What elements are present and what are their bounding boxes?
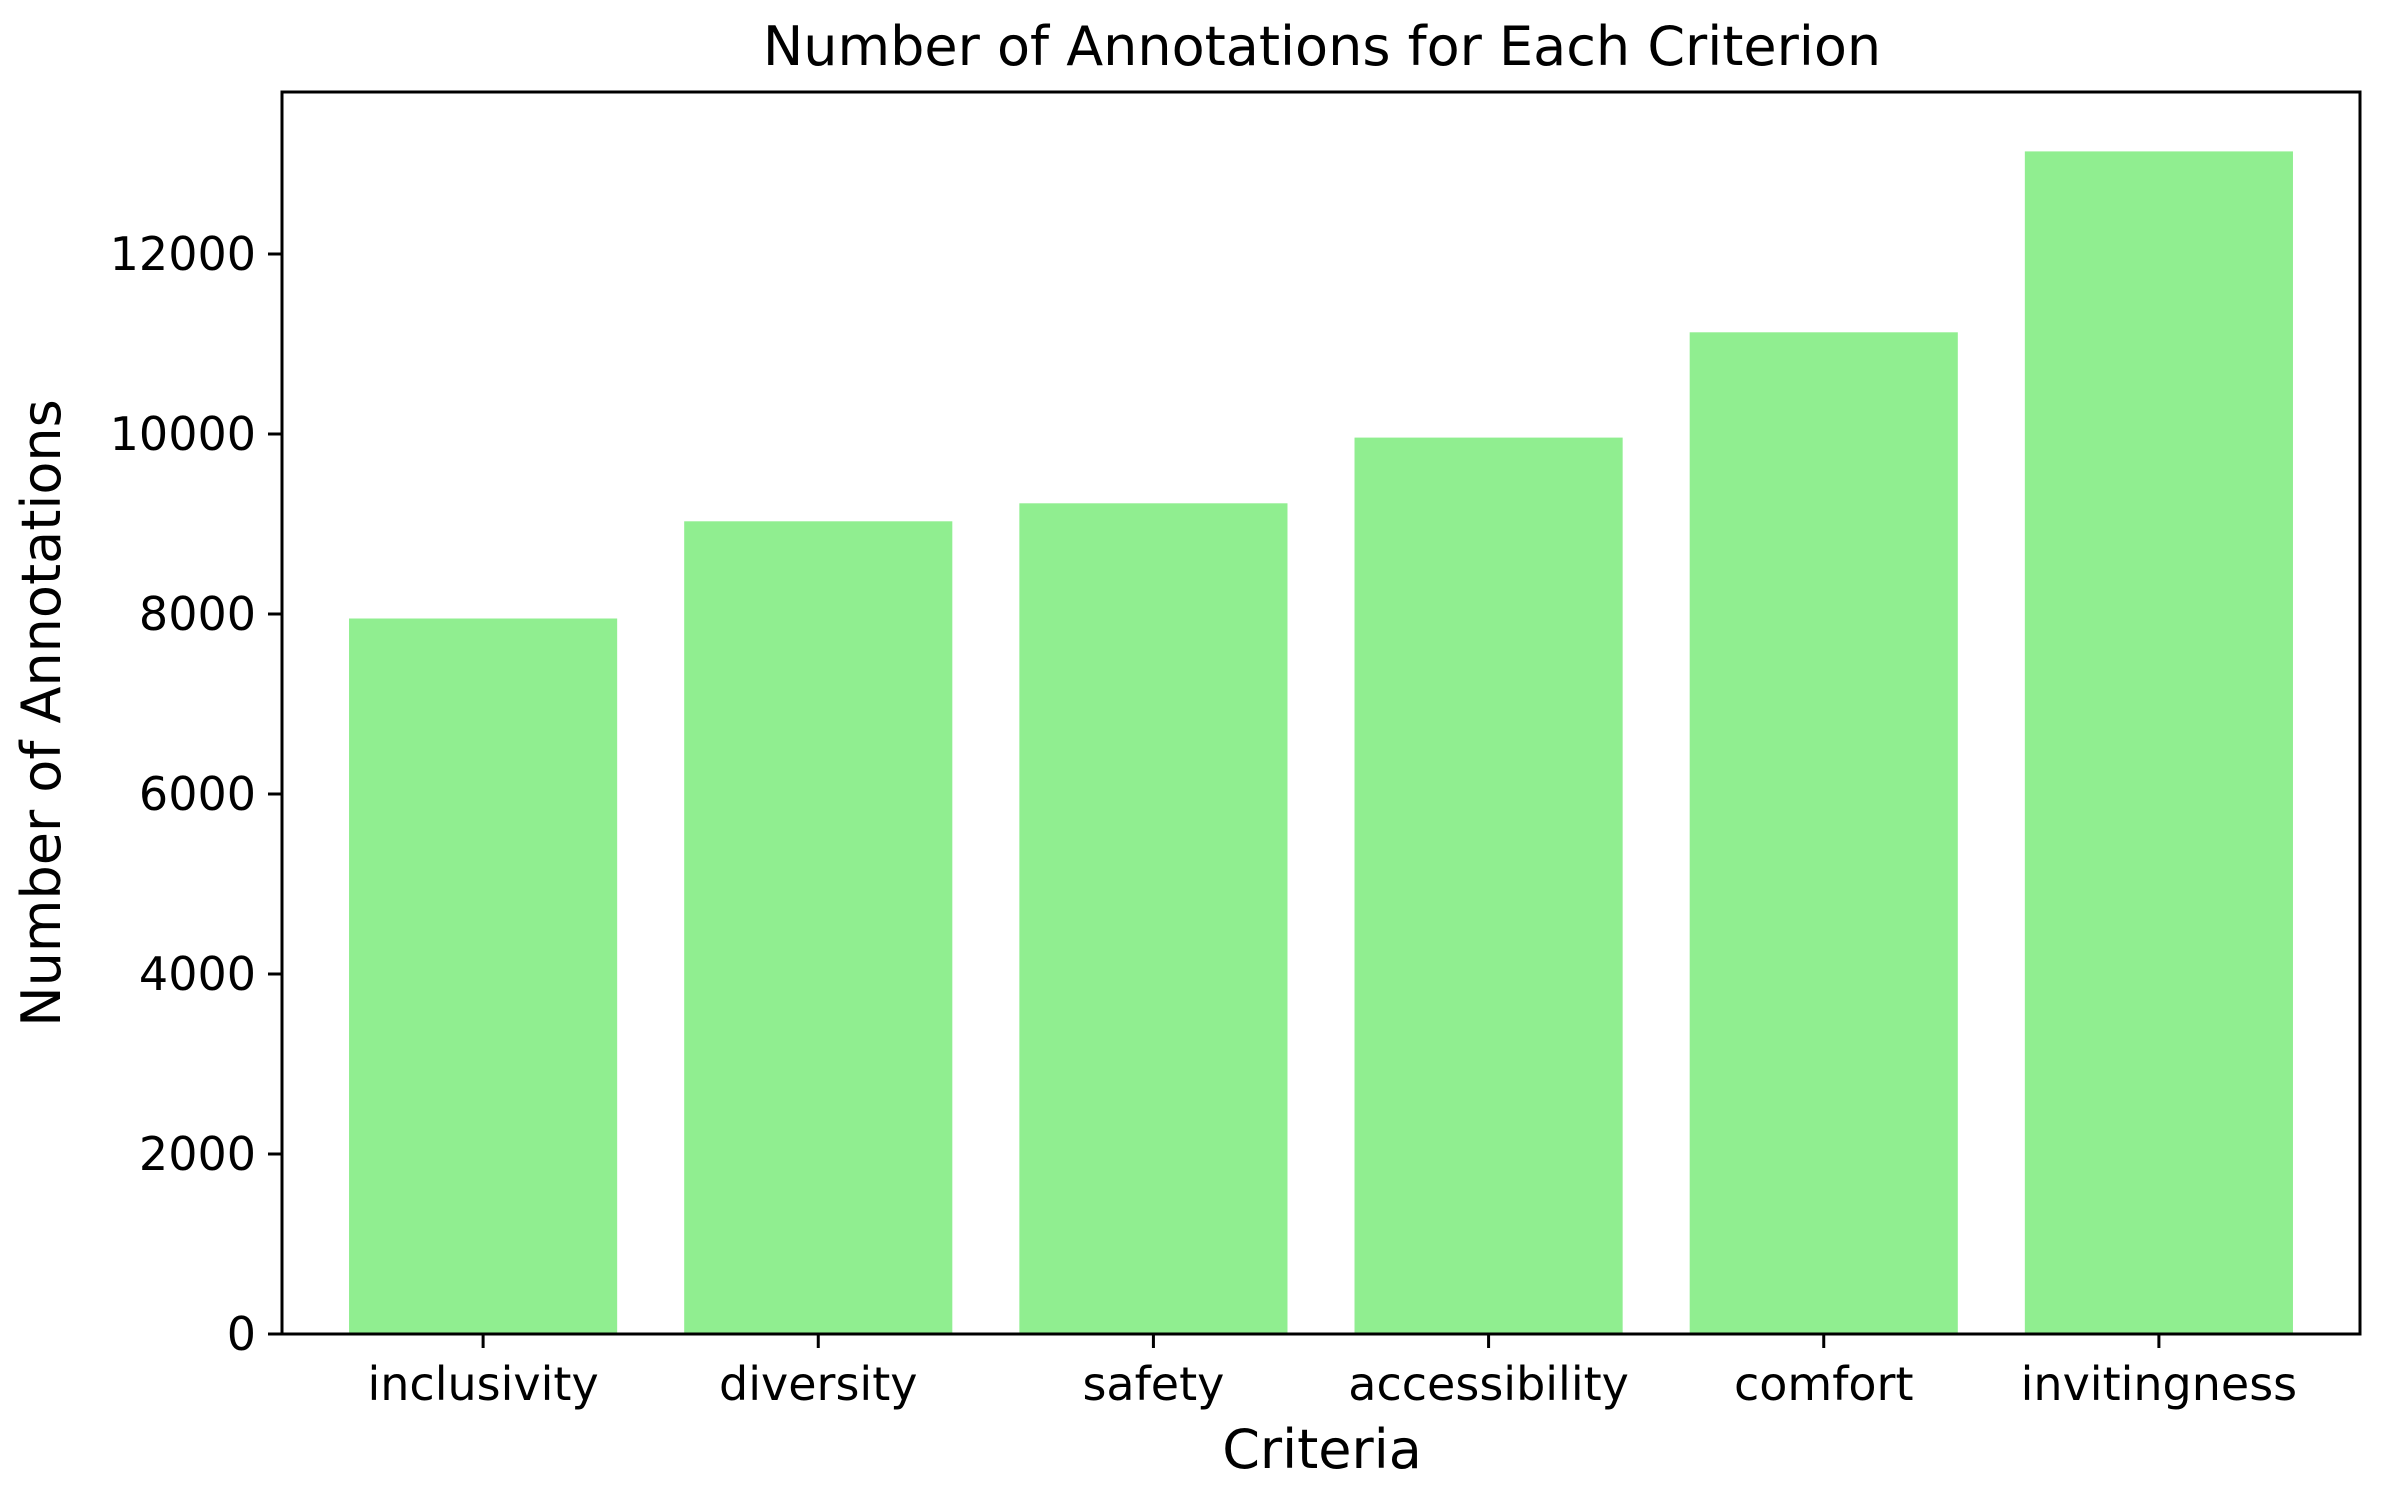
bars-layer xyxy=(349,151,2293,1335)
bar-safety xyxy=(1019,503,1288,1334)
bar-inclusivity xyxy=(349,618,618,1334)
y-tick-label: 6000 xyxy=(139,767,256,821)
bar-accessibility xyxy=(1354,437,1623,1335)
y-tick-label: 4000 xyxy=(139,947,256,1001)
chart-title: Number of Annotations for Each Criterion xyxy=(763,15,1881,78)
y-axis-ticks: 0 2000 4000 6000 8000 10000 12000 xyxy=(110,227,282,1361)
bar-invitingness xyxy=(2024,151,2293,1334)
x-tick-label-inclusivity: inclusivity xyxy=(368,1357,599,1411)
x-axis-label: Criteria xyxy=(1222,1418,1422,1481)
y-tick-label: 12000 xyxy=(110,227,256,281)
y-tick-label: 8000 xyxy=(139,587,256,641)
bar-diversity xyxy=(684,521,953,1334)
y-tick-label: 2000 xyxy=(139,1127,256,1181)
bar-comfort xyxy=(1689,332,1958,1334)
x-tick-label-comfort: comfort xyxy=(1734,1357,1914,1411)
y-tick-label: 0 xyxy=(227,1307,256,1361)
x-tick-label-safety: safety xyxy=(1082,1357,1224,1411)
x-axis-ticks: inclusivity diversity safety accessibility c… xyxy=(368,1334,2298,1411)
x-tick-label-diversity: diversity xyxy=(719,1357,917,1411)
y-tick-label: 10000 xyxy=(110,407,256,461)
y-axis-label: Number of Annotations xyxy=(10,399,73,1027)
x-tick-label-invitingness: invitingness xyxy=(2021,1357,2298,1411)
plot-frame xyxy=(280,90,2362,1336)
x-tick-label-accessibility: accessibility xyxy=(1348,1357,1629,1411)
